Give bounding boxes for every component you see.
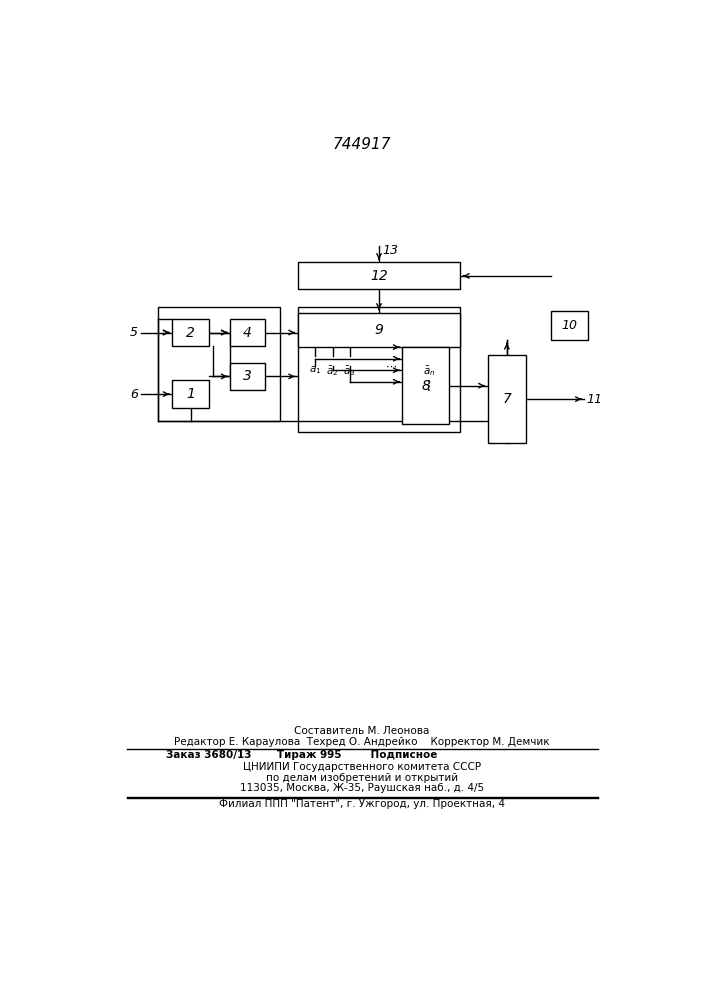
Text: 113035, Москва, Ж-35, Раушская наб., д. 4/5: 113035, Москва, Ж-35, Раушская наб., д. …: [240, 783, 484, 793]
Bar: [551, 311, 588, 340]
Text: 13: 13: [382, 244, 398, 257]
Bar: [488, 355, 526, 443]
Text: Редактор Е. Караулова  Техред О. Андрейко    Корректор М. Демчик: Редактор Е. Караулова Техред О. Андрейко…: [174, 737, 550, 747]
Bar: [230, 363, 265, 390]
Text: $a_1$: $a_1$: [309, 364, 322, 376]
Text: $\bar{a}_2$: $\bar{a}_2$: [327, 364, 339, 378]
Text: 1: 1: [186, 387, 195, 401]
Text: Составитель М. Леонова: Составитель М. Леонова: [294, 726, 430, 736]
Text: 3: 3: [243, 369, 252, 383]
Bar: [298, 307, 460, 432]
Text: Филиал ППП "Патент", г. Ужгород, ул. Проектная, 4: Филиал ППП "Патент", г. Ужгород, ул. Про…: [219, 799, 505, 809]
Text: 4: 4: [243, 326, 252, 340]
Text: $\cdots$: $\cdots$: [385, 361, 397, 371]
Text: $\bar{a}_3$: $\bar{a}_3$: [344, 364, 356, 378]
Bar: [172, 319, 209, 346]
Text: 11: 11: [587, 393, 602, 406]
Text: 7: 7: [503, 392, 511, 406]
Text: по делам изобретений и открытий: по делам изобретений и открытий: [266, 773, 458, 783]
Bar: [172, 380, 209, 408]
Text: 8: 8: [421, 379, 430, 393]
Text: 5: 5: [130, 326, 138, 339]
Text: 9: 9: [375, 323, 383, 337]
Bar: [298, 312, 460, 347]
Text: 6: 6: [130, 388, 138, 401]
Bar: [158, 307, 280, 421]
Text: ЦНИИПИ Государственного комитета СССР: ЦНИИПИ Государственного комитета СССР: [243, 762, 481, 772]
Text: 12: 12: [370, 269, 388, 283]
Bar: [298, 262, 460, 289]
Text: Заказ 3680/13       Тираж 995        Подписное: Заказ 3680/13 Тираж 995 Подписное: [166, 750, 437, 760]
Text: 744917: 744917: [333, 137, 391, 152]
Bar: [402, 347, 449, 424]
Text: 2: 2: [186, 326, 195, 340]
Bar: [230, 319, 265, 346]
Text: 10: 10: [561, 319, 578, 332]
Text: $\vdots$: $\vdots$: [421, 378, 431, 393]
Text: $\bar{a}_n$: $\bar{a}_n$: [423, 364, 436, 378]
